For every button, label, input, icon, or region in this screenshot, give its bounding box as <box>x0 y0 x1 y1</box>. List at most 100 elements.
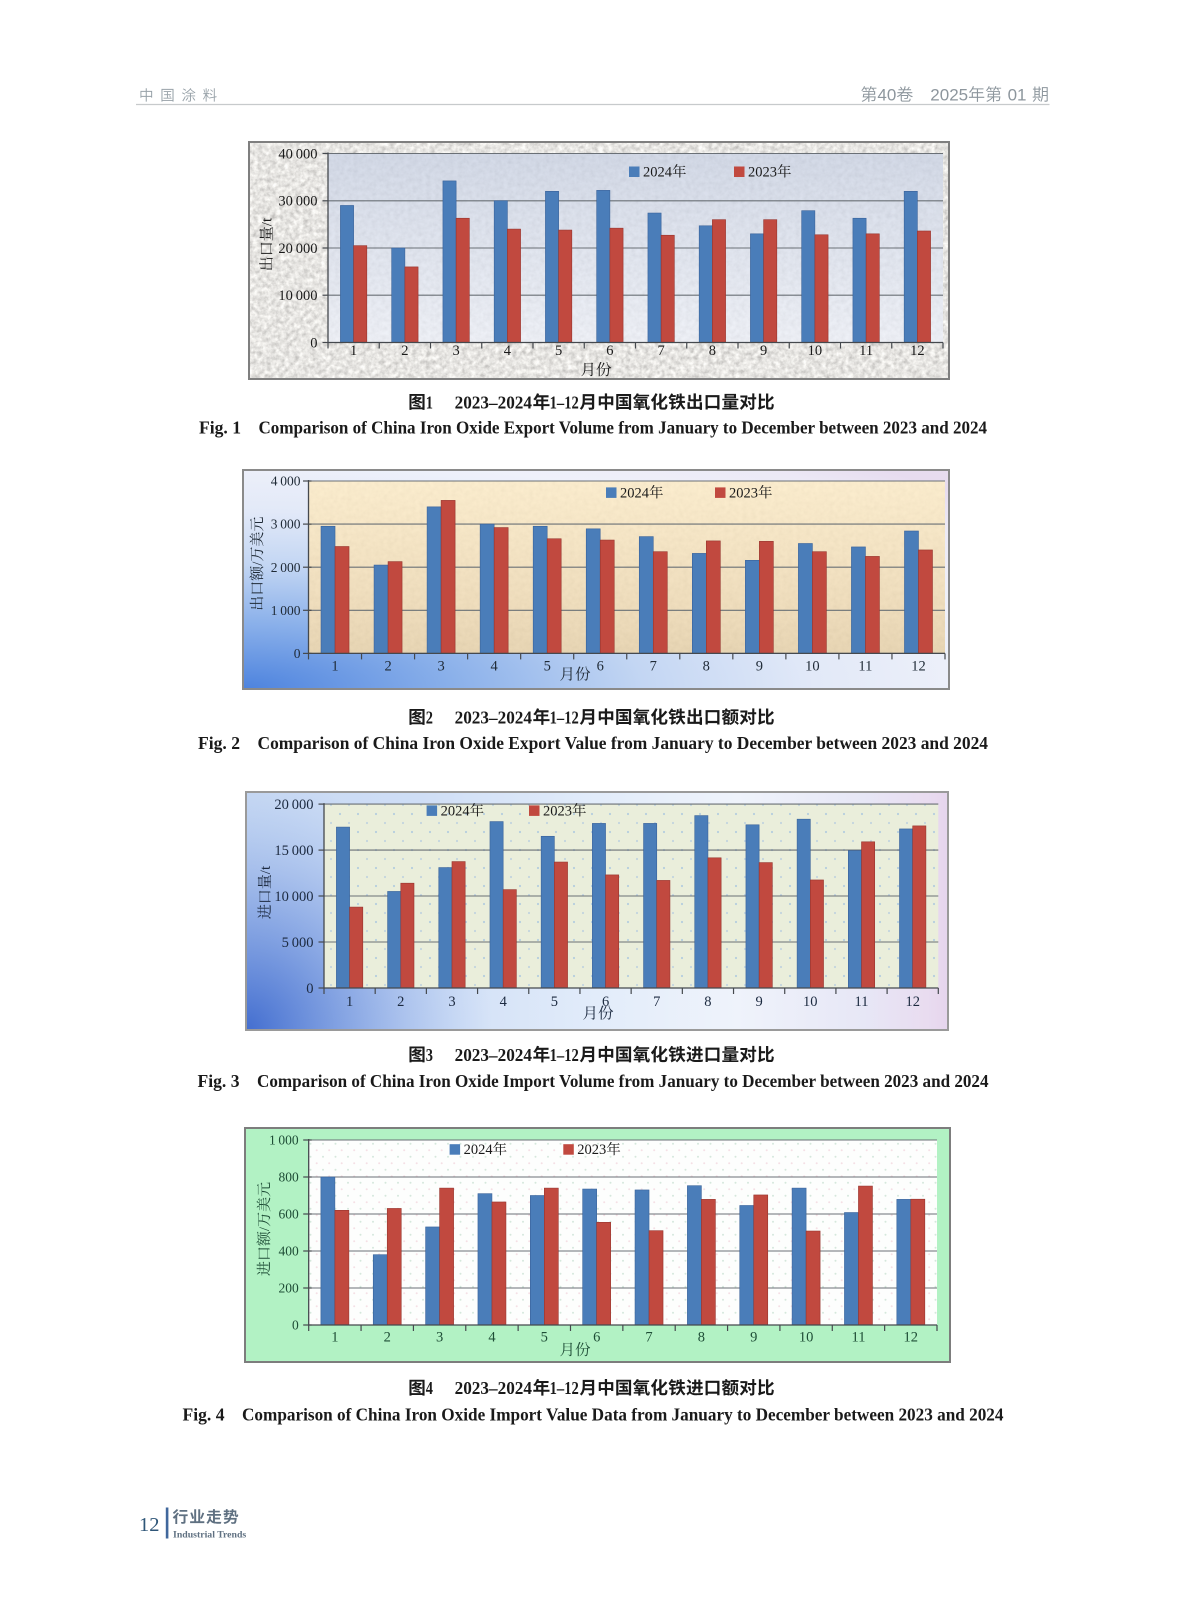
svg-text:4: 4 <box>426 1378 433 1398</box>
svg-text:10: 10 <box>808 343 823 359</box>
svg-text:11: 11 <box>858 659 872 675</box>
svg-text:2024: 2024 <box>643 165 673 181</box>
svg-text:6: 6 <box>593 1330 600 1346</box>
svg-text:8: 8 <box>698 1330 705 1346</box>
svg-text:9: 9 <box>756 659 763 675</box>
svg-text:600: 600 <box>278 1207 299 1222</box>
svg-text:Comparison of China Iron Oxide: Comparison of China Iron Oxide Import Va… <box>242 1405 1004 1425</box>
svg-text:30 000: 30 000 <box>278 194 317 210</box>
svg-text:5: 5 <box>544 659 551 675</box>
svg-text:11: 11 <box>855 994 869 1010</box>
svg-text:8: 8 <box>703 659 710 675</box>
svg-text:9: 9 <box>760 343 767 359</box>
svg-text:20 000: 20 000 <box>274 797 313 813</box>
svg-text:1 000: 1 000 <box>271 603 301 618</box>
svg-text:1–12: 1–12 <box>550 1378 579 1398</box>
svg-text:Fig. 3: Fig. 3 <box>198 1071 240 1091</box>
svg-text:2024: 2024 <box>620 485 650 501</box>
svg-text:Fig. 2: Fig. 2 <box>198 733 240 753</box>
svg-text:0: 0 <box>310 335 317 351</box>
svg-text:2024: 2024 <box>441 803 471 819</box>
svg-text:11: 11 <box>852 1330 866 1346</box>
svg-text:400: 400 <box>278 1244 299 1259</box>
svg-text:Fig. 4: Fig. 4 <box>183 1405 225 1425</box>
svg-text:/t: /t <box>258 865 274 874</box>
svg-text:2 000: 2 000 <box>271 560 301 575</box>
svg-text:6: 6 <box>597 659 604 675</box>
svg-text:0: 0 <box>292 1318 299 1333</box>
svg-text:2: 2 <box>384 1330 391 1346</box>
svg-text:2023–2024: 2023–2024 <box>455 1045 532 1065</box>
svg-text:12: 12 <box>911 659 926 675</box>
svg-text:7: 7 <box>650 659 657 675</box>
svg-text:2023–2024: 2023–2024 <box>455 707 532 727</box>
svg-text:12: 12 <box>139 1514 160 1536</box>
svg-text:2025: 2025 <box>930 86 968 105</box>
svg-text:12: 12 <box>910 343 925 359</box>
svg-text:1 000: 1 000 <box>269 1133 299 1148</box>
svg-text:7: 7 <box>653 994 660 1010</box>
svg-text:Comparison of China Iron Oxide: Comparison of China Iron Oxide Export Va… <box>258 733 989 753</box>
svg-text:40: 40 <box>877 86 896 105</box>
svg-text:10 000: 10 000 <box>278 288 317 304</box>
svg-text:2: 2 <box>426 707 433 727</box>
svg-text:3: 3 <box>426 1045 433 1065</box>
svg-text:2023–2024: 2023–2024 <box>455 1378 532 1398</box>
svg-text:5: 5 <box>551 994 558 1010</box>
svg-text:1: 1 <box>350 343 357 359</box>
svg-text:6: 6 <box>602 994 609 1010</box>
svg-text:2023: 2023 <box>748 165 777 181</box>
svg-text:3: 3 <box>436 1330 443 1346</box>
svg-text:2: 2 <box>384 659 391 675</box>
svg-text:10: 10 <box>803 994 818 1010</box>
svg-text:40 000: 40 000 <box>278 146 317 162</box>
svg-text:3: 3 <box>452 343 459 359</box>
svg-text:2: 2 <box>397 994 404 1010</box>
svg-text:Comparison of China Iron Oxide: Comparison of China Iron Oxide Import Vo… <box>257 1071 989 1091</box>
svg-text:1: 1 <box>346 994 353 1010</box>
svg-text:9: 9 <box>750 1330 757 1346</box>
svg-text:2023: 2023 <box>729 485 758 501</box>
svg-text:5 000: 5 000 <box>282 935 314 951</box>
svg-text:01: 01 <box>1008 86 1027 105</box>
svg-text:1–12: 1–12 <box>550 392 579 412</box>
svg-text:12: 12 <box>905 994 920 1010</box>
svg-text:3: 3 <box>448 994 455 1010</box>
svg-text:2023: 2023 <box>543 803 572 819</box>
svg-text:800: 800 <box>278 1170 299 1185</box>
svg-text:2023: 2023 <box>577 1142 606 1158</box>
svg-text:2: 2 <box>401 343 408 359</box>
svg-text:10 000: 10 000 <box>274 889 313 905</box>
svg-text:0: 0 <box>294 646 301 661</box>
svg-text:Industrial Trends: Industrial Trends <box>173 1530 246 1541</box>
svg-text:20 000: 20 000 <box>278 241 317 257</box>
svg-text:11: 11 <box>859 343 873 359</box>
svg-text:Comparison of China Iron Oxide: Comparison of China Iron Oxide Export Vo… <box>259 418 988 438</box>
svg-text:200: 200 <box>278 1281 299 1296</box>
svg-text:10: 10 <box>805 659 820 675</box>
svg-text:6: 6 <box>606 343 613 359</box>
svg-text:/: / <box>257 1226 273 1231</box>
svg-text:1: 1 <box>331 1330 338 1346</box>
svg-text:10: 10 <box>799 1330 814 1346</box>
svg-text:2024: 2024 <box>464 1142 494 1158</box>
svg-text:1: 1 <box>426 392 433 412</box>
svg-text:/: / <box>250 561 266 566</box>
svg-text:12: 12 <box>904 1330 919 1346</box>
svg-text:5: 5 <box>541 1330 548 1346</box>
svg-text:7: 7 <box>657 343 664 359</box>
svg-text:8: 8 <box>704 994 711 1010</box>
svg-text:3 000: 3 000 <box>271 517 301 532</box>
svg-text:3: 3 <box>437 659 444 675</box>
svg-text:9: 9 <box>755 994 762 1010</box>
svg-text:15 000: 15 000 <box>274 843 313 859</box>
svg-text:1–12: 1–12 <box>550 707 579 727</box>
svg-text:4: 4 <box>490 659 498 675</box>
svg-text:1–12: 1–12 <box>550 1045 579 1065</box>
svg-text:4 000: 4 000 <box>271 474 301 489</box>
svg-text:5: 5 <box>555 343 562 359</box>
svg-text:4: 4 <box>504 343 512 359</box>
svg-text:4: 4 <box>500 994 508 1010</box>
svg-text:/t: /t <box>260 217 276 226</box>
svg-text:8: 8 <box>709 343 716 359</box>
